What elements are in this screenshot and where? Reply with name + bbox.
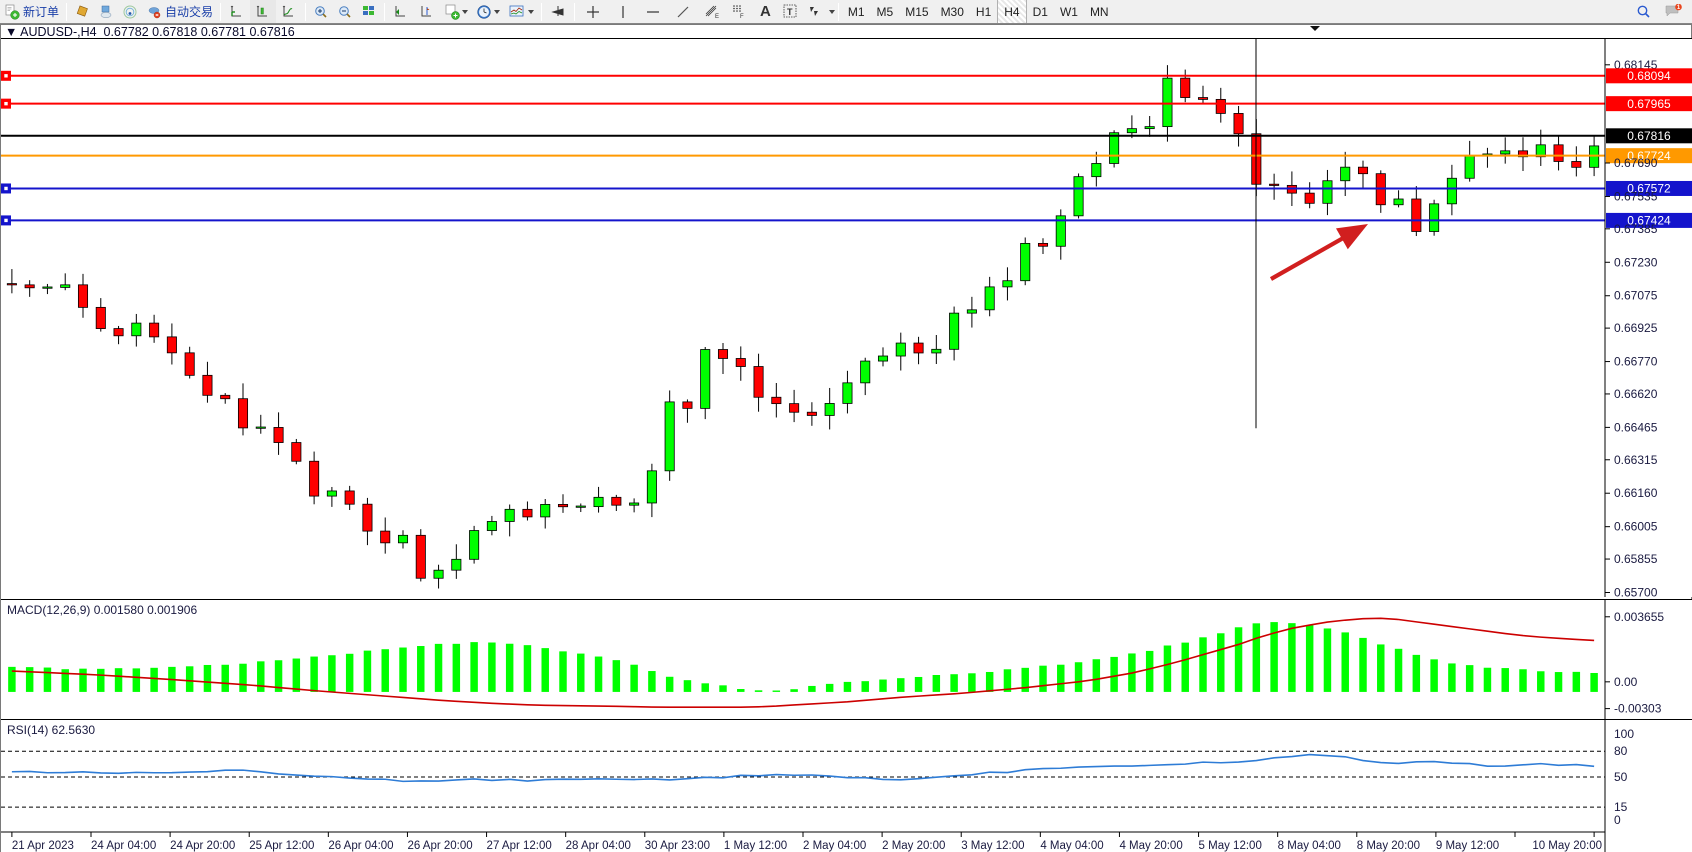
svg-text:0.67690: 0.67690 — [1614, 156, 1658, 170]
svg-text:E: E — [715, 14, 719, 20]
svg-text:0.68094: 0.68094 — [1627, 69, 1671, 83]
svg-text:0.00: 0.00 — [1614, 675, 1638, 689]
svg-text:26 Apr 20:00: 26 Apr 20:00 — [407, 840, 472, 852]
svg-text:0.67816: 0.67816 — [1627, 129, 1671, 143]
svg-text:80: 80 — [1614, 744, 1628, 758]
svg-text:30 Apr 23:00: 30 Apr 23:00 — [645, 840, 710, 852]
svg-text:1 May 12:00: 1 May 12:00 — [724, 840, 787, 852]
svg-text:0.66925: 0.66925 — [1614, 321, 1658, 335]
svg-text:0.67075: 0.67075 — [1614, 289, 1658, 303]
svg-text:MACD(12,26,9) 0.001580 0.00190: MACD(12,26,9) 0.001580 0.001906 — [7, 603, 197, 617]
svg-text:100: 100 — [1614, 727, 1634, 741]
svg-text:8 May 20:00: 8 May 20:00 — [1357, 840, 1420, 852]
svg-text:0.003655: 0.003655 — [1614, 610, 1664, 624]
svg-text:21 Apr 2023: 21 Apr 2023 — [12, 840, 74, 852]
svg-text:T: T — [787, 7, 793, 17]
svg-text:27 Apr 12:00: 27 Apr 12:00 — [487, 840, 552, 852]
svg-text:0.67535: 0.67535 — [1614, 189, 1658, 203]
svg-text:5 May 12:00: 5 May 12:00 — [1199, 840, 1262, 852]
svg-text:0.65700: 0.65700 — [1614, 586, 1658, 598]
svg-text:15: 15 — [1614, 800, 1628, 814]
svg-text:0.65855: 0.65855 — [1614, 552, 1658, 566]
svg-text:2 May 20:00: 2 May 20:00 — [882, 840, 945, 852]
svg-text:3 May 12:00: 3 May 12:00 — [961, 840, 1024, 852]
svg-text:4 May 04:00: 4 May 04:00 — [1040, 840, 1103, 852]
svg-text:0.66315: 0.66315 — [1614, 453, 1658, 467]
svg-text:8 May 04:00: 8 May 04:00 — [1278, 840, 1341, 852]
svg-text:24 Apr 20:00: 24 Apr 20:00 — [170, 840, 235, 852]
svg-text:0.66620: 0.66620 — [1614, 387, 1658, 401]
svg-text:RSI(14) 62.5630: RSI(14) 62.5630 — [7, 723, 95, 737]
svg-text:0.66005: 0.66005 — [1614, 520, 1658, 534]
svg-text:9 May 12:00: 9 May 12:00 — [1436, 840, 1499, 852]
svg-text:0.66160: 0.66160 — [1614, 486, 1658, 500]
svg-text:0.67965: 0.67965 — [1627, 97, 1671, 111]
svg-text:26 Apr 04:00: 26 Apr 04:00 — [328, 840, 393, 852]
svg-text:0: 0 — [1614, 813, 1621, 827]
svg-text:50: 50 — [1614, 770, 1628, 784]
svg-text:F: F — [740, 14, 744, 20]
svg-text:0.67230: 0.67230 — [1614, 255, 1658, 269]
svg-text:0.67385: 0.67385 — [1614, 222, 1658, 236]
svg-text:28 Apr 04:00: 28 Apr 04:00 — [566, 840, 631, 852]
svg-text:0.66770: 0.66770 — [1614, 355, 1658, 369]
svg-text:10 May 20:00: 10 May 20:00 — [1532, 840, 1602, 852]
svg-text:0.66465: 0.66465 — [1614, 420, 1658, 434]
svg-text:-0.00303: -0.00303 — [1614, 702, 1662, 716]
svg-text:25 Apr 12:00: 25 Apr 12:00 — [249, 840, 314, 852]
svg-text:2 May 04:00: 2 May 04:00 — [803, 840, 866, 852]
svg-text:4 May 20:00: 4 May 20:00 — [1119, 840, 1182, 852]
svg-text:24 Apr 04:00: 24 Apr 04:00 — [91, 840, 156, 852]
